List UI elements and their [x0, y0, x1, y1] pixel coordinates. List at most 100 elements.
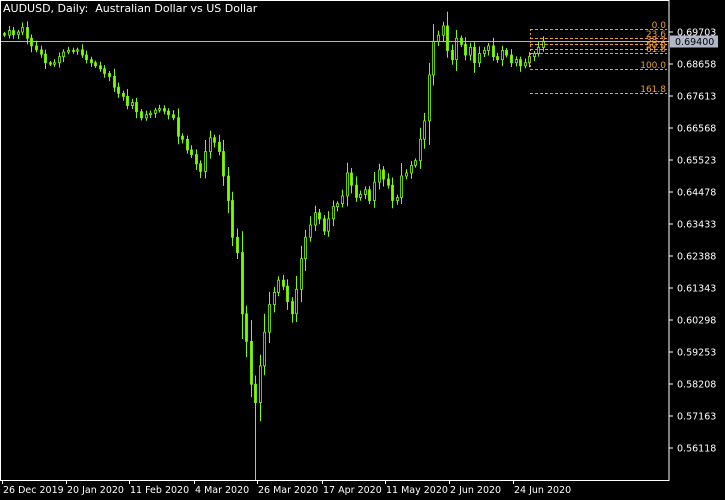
time-tick-label: 4 Mar 2020 — [195, 485, 249, 496]
price-tick-label: 0.57163 — [677, 412, 716, 423]
candle-body — [268, 304, 271, 333]
candle-body — [291, 301, 294, 315]
candle-body — [8, 30, 11, 36]
time-tick-label: 17 Apr 2020 — [323, 485, 382, 496]
candle-body — [26, 27, 29, 39]
candle-body — [396, 197, 399, 201]
candle-body — [391, 184, 394, 201]
candle-body — [76, 49, 79, 52]
candle-body — [437, 34, 440, 42]
candle-body — [3, 33, 6, 36]
fib-level-label: 161.8 — [640, 85, 666, 95]
candle-body — [67, 50, 70, 53]
time-tick-label: 26 Mar 2020 — [258, 485, 318, 496]
current-price-label: 0.69400 — [675, 37, 714, 48]
candle-body — [387, 178, 390, 186]
price-tick-label: 0.65523 — [677, 156, 716, 167]
fib-level-label: 61.8 — [646, 45, 666, 55]
candle-body — [117, 86, 120, 94]
candle-body — [432, 40, 435, 76]
candle-body — [49, 62, 52, 65]
candle-body — [131, 102, 134, 106]
candle-body — [172, 114, 175, 119]
candle-body — [122, 92, 125, 97]
candle-body — [209, 137, 212, 152]
candle-body — [496, 56, 499, 61]
candle-body — [478, 53, 481, 64]
candle-body — [263, 331, 266, 367]
candle-body — [231, 200, 234, 238]
candle-body — [99, 65, 102, 70]
candle-body — [414, 160, 417, 166]
candle-body — [368, 189, 371, 201]
chart-title: AUDUSD, Daily: Australian Dollar vs US D… — [3, 2, 258, 15]
candle-body — [300, 258, 303, 290]
candle-body — [245, 313, 248, 342]
candle-body — [259, 365, 262, 404]
candle-body — [464, 43, 467, 56]
candle-body — [273, 291, 276, 306]
candle-body — [44, 53, 47, 64]
candle-body — [250, 340, 253, 385]
candle-body — [304, 236, 307, 260]
candle-body — [282, 279, 285, 287]
candle-body — [277, 279, 280, 293]
candle-body — [455, 37, 458, 61]
candle-body — [103, 68, 106, 74]
candle-body — [58, 56, 61, 64]
fib-level-label: 23.6 — [646, 30, 666, 40]
fib-level-label: 0.0 — [652, 21, 667, 31]
time-tick-label: 2 Jun 2020 — [450, 485, 501, 496]
candle-body — [113, 76, 116, 88]
candle-body — [487, 45, 490, 51]
candle-body — [81, 49, 84, 56]
candle-body — [483, 50, 486, 54]
candle-body — [332, 206, 335, 220]
candle-body — [213, 137, 216, 143]
candle-body — [469, 47, 472, 56]
candle-body — [190, 149, 193, 155]
candle-body — [53, 62, 56, 65]
candle-body — [149, 112, 152, 116]
candle-body — [30, 37, 33, 47]
candle-body — [126, 95, 129, 106]
candle-body — [295, 288, 298, 315]
price-tick-label: 0.63433 — [677, 220, 716, 231]
candle-body — [492, 45, 495, 57]
price-tick-label: 0.58208 — [677, 380, 716, 391]
candle-body — [72, 50, 75, 52]
price-tick-label: 0.68658 — [677, 60, 716, 71]
candle-body — [177, 117, 180, 137]
candle-body — [373, 181, 376, 201]
price-scale[interactable]: 0.69703 0.68658 0.67613 0.66568 0.65523 0.644… — [669, 28, 716, 455]
candle-body — [94, 62, 97, 67]
candle-body — [90, 59, 93, 64]
candle-body — [35, 45, 38, 51]
candle-body — [451, 50, 454, 61]
candle-body — [167, 110, 170, 116]
candle-body — [364, 189, 367, 195]
candle-body — [510, 54, 513, 64]
candle-body — [336, 203, 339, 208]
price-tick-label: 0.59253 — [677, 348, 716, 359]
candle-body — [158, 108, 161, 111]
price-tick-label: 0.62388 — [677, 252, 716, 263]
price-tick-label: 0.66568 — [677, 124, 716, 135]
candle-body — [85, 54, 88, 61]
candle-body — [286, 285, 289, 302]
candle-body — [382, 169, 385, 180]
time-tick-label: 11 May 2020 — [386, 485, 448, 496]
candle-body — [227, 175, 230, 201]
price-tick-label: 0.69703 — [677, 28, 716, 39]
candle-body — [410, 164, 413, 174]
price-tick-label: 0.67613 — [677, 92, 716, 103]
candle-body — [515, 59, 518, 64]
time-scale[interactable]: 26 Dec 2019 20 Jan 2020 11 Feb 2020 4 Mar 2… — [2, 480, 572, 496]
candle-body — [419, 138, 422, 162]
candle-body — [108, 73, 111, 77]
candle-body — [218, 141, 221, 152]
candle-body — [241, 252, 244, 315]
candle-body — [359, 193, 362, 198]
